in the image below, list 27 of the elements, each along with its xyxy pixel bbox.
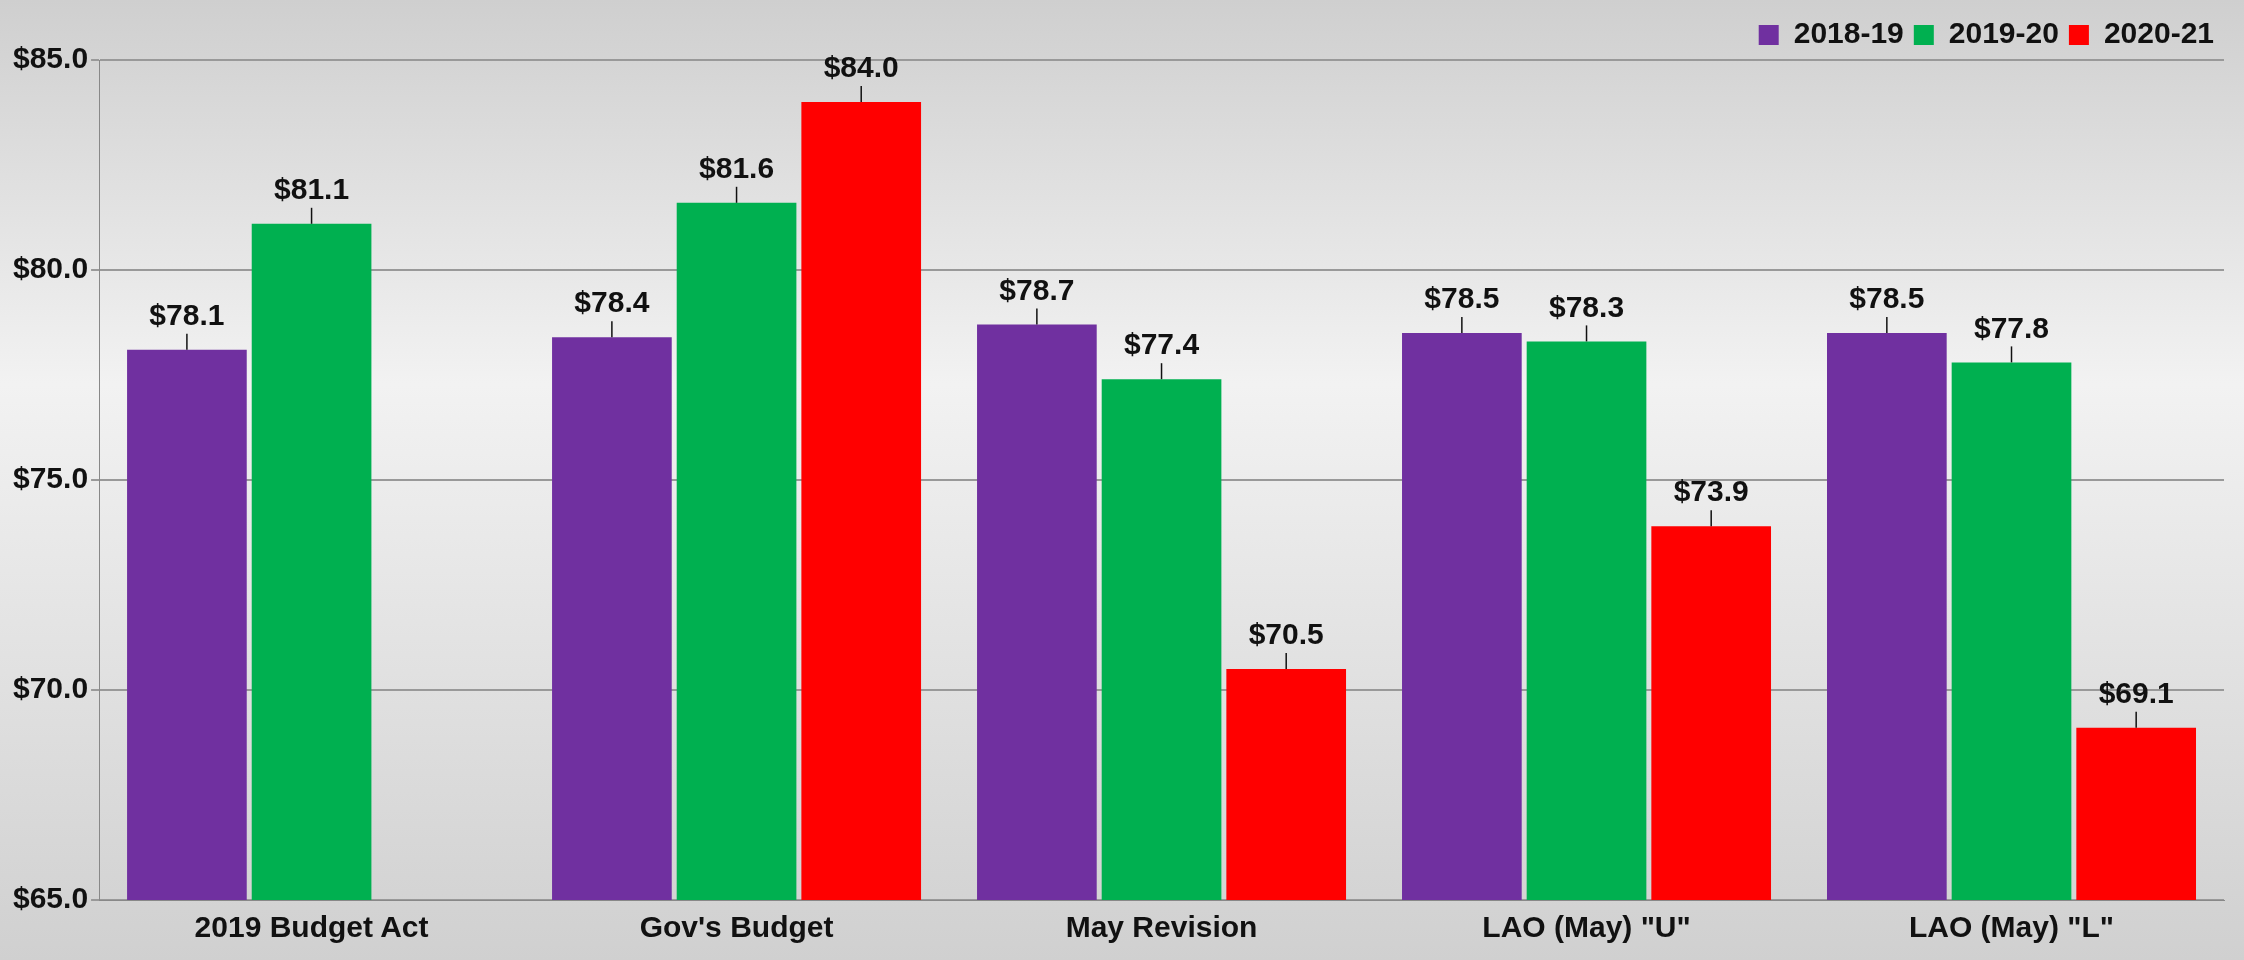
x-tick-label: LAO (May) "L" (1908, 910, 2115, 944)
data-label: $81.6 (699, 151, 775, 185)
data-label: $73.9 (1673, 474, 1749, 508)
y-tick-label: $65.0 (13, 881, 89, 915)
data-label: $78.4 (574, 285, 650, 319)
data-label: $81.1 (274, 172, 350, 206)
data-label: $78.7 (999, 272, 1075, 306)
data-label: $78.1 (149, 298, 225, 332)
data-label: $78.5 (1424, 281, 1500, 315)
x-tick-label: Gov's Budget (639, 910, 834, 944)
x-tick-label: 2019 Budget Act (194, 910, 429, 944)
x-tick-label: LAO (May) "U" (1482, 910, 1691, 944)
x-tick-label: May Revision (1065, 910, 1258, 944)
data-label: $78.5 (1849, 281, 1925, 315)
y-tick-label: $75.0 (13, 461, 89, 495)
data-label: $77.4 (1124, 327, 1200, 361)
y-tick-label: $70.0 (13, 671, 89, 705)
y-tick-label: $85.0 (13, 41, 89, 75)
legend-label: 2018-19 (1793, 16, 1904, 50)
data-label: $69.1 (2098, 676, 2174, 710)
data-label: $70.5 (1248, 617, 1324, 651)
data-label: $77.8 (1973, 310, 2050, 344)
data-label: $78.3 (1548, 289, 1625, 323)
data-label: $84.0 (823, 50, 899, 84)
y-tick-label: $80.0 (13, 251, 89, 285)
legend-label: 2020-21 (2103, 16, 2215, 50)
legend-label: 2019-20 (1948, 16, 2059, 50)
